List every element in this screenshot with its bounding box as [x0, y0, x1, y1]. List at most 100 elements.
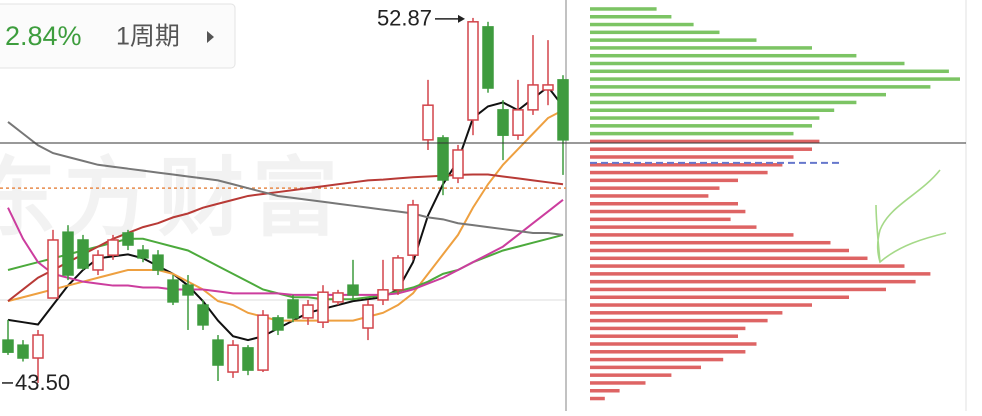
candle-body [92, 254, 104, 271]
candle-body [437, 137, 449, 181]
candle-body [197, 304, 209, 326]
profile-bar [590, 7, 657, 11]
ma-line [7, 199, 564, 296]
candle-body [287, 299, 299, 319]
profile-bar [590, 108, 835, 112]
profile-bar [590, 46, 812, 50]
profile-bar [590, 77, 960, 81]
candle-body [557, 79, 569, 141]
profile-bar [590, 279, 916, 284]
candle-body [2, 339, 14, 353]
profile-bar [590, 124, 812, 128]
profile-bar [590, 194, 709, 198]
max-label: 52.87 [377, 6, 432, 31]
profile-bar [590, 30, 720, 35]
profile-bar [590, 396, 605, 401]
candle-body [137, 249, 149, 259]
profile-bar [590, 15, 672, 19]
profile-bar [590, 272, 931, 276]
profile-bar [590, 342, 757, 346]
profile-bar [590, 217, 731, 222]
candle-body [242, 347, 254, 371]
profile-bar [590, 381, 646, 385]
profile-bar [590, 318, 768, 323]
candle-body [482, 26, 494, 89]
candle-body [377, 289, 389, 301]
candle-body [392, 257, 404, 291]
candle-body [122, 232, 134, 246]
profile-bar [590, 61, 905, 66]
candle-body [452, 149, 464, 179]
profile-bar [590, 100, 857, 105]
change-percent: 2.84% [5, 21, 82, 51]
profile-bar [590, 209, 746, 214]
candle-body [152, 254, 164, 271]
candle-body [332, 292, 344, 303]
candle-body [407, 204, 419, 256]
profile-bar [590, 311, 783, 315]
candle-body [77, 239, 89, 269]
profile-bar [590, 303, 812, 307]
candle-body [317, 291, 329, 323]
candle-body [227, 344, 239, 373]
period: 1周期 [116, 23, 180, 51]
profile-bar [590, 147, 812, 151]
hand-drawing [875, 169, 947, 264]
candle-body [107, 239, 119, 256]
candle-body [512, 109, 524, 136]
candle-body [182, 284, 194, 296]
ma-line [7, 173, 564, 302]
profile-bar [590, 326, 746, 331]
max-arrowhead [458, 14, 465, 23]
candle-body [167, 279, 179, 303]
profile-bar [590, 287, 886, 292]
profile-bar [590, 186, 720, 190]
header-box[interactable]: 2.84% 1周期 [0, 3, 236, 69]
candle-body [497, 109, 509, 136]
profile-bar [590, 373, 672, 377]
profile-bar [590, 131, 794, 136]
dropdown-icon [207, 31, 214, 43]
candle-body [422, 104, 434, 141]
candle-body [272, 317, 284, 331]
profile-bar [590, 295, 849, 299]
candle-body [542, 84, 554, 91]
min-label: 43.50 [15, 370, 70, 395]
profile-bar [590, 256, 868, 261]
candle-body [17, 344, 29, 359]
candle-body [302, 304, 314, 319]
profile-bar [590, 248, 849, 253]
profile-bar [590, 22, 694, 27]
profile-bar [590, 233, 794, 237]
profile-bar [590, 170, 768, 175]
plot: 52.87 43.50 [0, 6, 960, 401]
candle-body [47, 239, 59, 299]
profile-bar [590, 201, 738, 206]
candle-body [347, 284, 359, 296]
ma-line [7, 121, 564, 236]
profile-bar [590, 350, 746, 354]
profile-bar [590, 38, 757, 42]
candle-body [257, 314, 269, 371]
candle-body [32, 334, 44, 359]
candle-body [62, 231, 74, 276]
profile-bar [590, 69, 949, 74]
profile-bar [590, 53, 857, 58]
profile-bar [590, 116, 820, 120]
ma-line [7, 109, 564, 322]
profile-bar [590, 388, 620, 393]
candle-body [362, 304, 374, 329]
profile-bar [590, 264, 905, 268]
profile-bar [590, 357, 724, 362]
profile-bar [590, 139, 820, 144]
profile-bar [590, 225, 757, 229]
profile-bar [590, 240, 831, 245]
profile-bar [590, 85, 931, 89]
candle-body [527, 84, 539, 111]
profile-bar [590, 155, 794, 159]
profile-bar [590, 365, 701, 370]
profile-bar [590, 163, 783, 167]
profile-bar [590, 334, 738, 338]
